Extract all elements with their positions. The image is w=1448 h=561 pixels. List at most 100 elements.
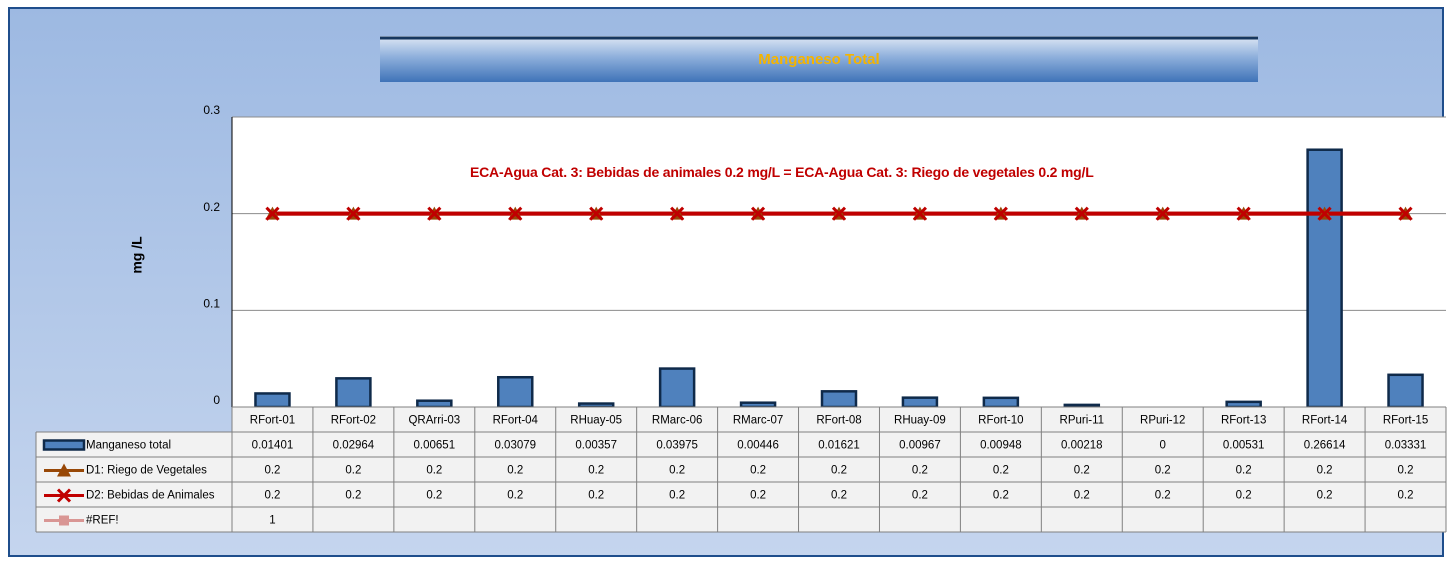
table-value: 0.00218	[1061, 440, 1103, 452]
marker	[993, 206, 1008, 221]
bar	[577, 402, 615, 407]
bar	[1063, 403, 1101, 407]
bar	[1306, 148, 1343, 407]
legend-key	[42, 439, 86, 451]
table-value: 0.2	[1155, 490, 1171, 502]
y-tick-label: 0.1	[203, 297, 220, 311]
table-value: 0.2	[831, 465, 847, 477]
bar	[982, 396, 1020, 407]
table-background	[232, 407, 1446, 432]
bar	[254, 392, 291, 407]
bar	[1387, 373, 1424, 407]
table-value: 0.03331	[1385, 440, 1427, 452]
table-value: 0.2	[264, 490, 280, 502]
x-tick-label: RMarc-06	[652, 415, 702, 427]
x-tick-label: RFort-08	[816, 415, 861, 427]
table-value: 0.2	[345, 465, 361, 477]
table-value: 0.2	[1236, 490, 1252, 502]
x-tick-label: RFort-02	[331, 415, 376, 427]
x-tick-label: RFort-01	[250, 415, 295, 427]
marker	[1155, 206, 1170, 221]
x-tick-label: RHuay-09	[894, 415, 946, 427]
bar	[739, 401, 777, 407]
table-value: 0.2	[507, 465, 523, 477]
marker	[831, 206, 847, 221]
y-tick-label: 0	[213, 393, 220, 407]
marker	[59, 515, 69, 526]
annotation: ECA-Agua Cat. 3: Bebidas de animales 0.2…	[470, 164, 1094, 180]
marker	[57, 463, 71, 477]
bar	[416, 399, 453, 407]
table-value: 0.2	[669, 490, 685, 502]
table-value: 0.00446	[737, 440, 779, 452]
marker	[589, 206, 604, 221]
table-value: 0.2	[426, 465, 442, 477]
table-value: 0.2	[750, 490, 766, 502]
table-value: 0.2	[1074, 490, 1090, 502]
table-value: 0.2	[345, 490, 361, 502]
table-value: 0.2	[1074, 465, 1090, 477]
table-value: 0.2	[426, 490, 442, 502]
table-value: 0.00531	[1223, 440, 1265, 452]
marker	[670, 206, 685, 221]
bar	[901, 396, 939, 407]
x-tick-label: RHuay-05	[570, 415, 622, 427]
marker	[508, 206, 523, 221]
table-value: 0.00967	[899, 440, 941, 452]
marker	[1236, 206, 1251, 221]
table-value: 0	[1160, 440, 1166, 452]
plot-area	[232, 117, 1446, 407]
table-value: 0.2	[264, 465, 280, 477]
bar	[658, 367, 696, 407]
table-value: 0.2	[993, 465, 1009, 477]
x-tick-label: RPuri-12	[1140, 415, 1185, 427]
table-value: 0.2	[669, 465, 685, 477]
x-tick-label: RFort-14	[1302, 415, 1348, 427]
y-tick-label: 0.3	[203, 103, 220, 117]
bar	[1225, 400, 1262, 407]
marker	[751, 206, 766, 221]
bar	[497, 375, 534, 407]
table-value: 0.2	[993, 490, 1009, 502]
bar	[820, 390, 858, 407]
table-value: 0.2	[912, 490, 928, 502]
x-tick-label: RFort-13	[1221, 415, 1266, 427]
marker	[56, 488, 72, 503]
x-tick-label: QRArri-03	[408, 415, 460, 427]
table-value: 0.2	[1317, 490, 1333, 502]
chart-title: Manganeso Total	[758, 51, 879, 68]
x-tick-label: RFort-10	[978, 415, 1023, 427]
marker	[1317, 206, 1332, 221]
marker	[427, 206, 442, 221]
table-value: 0.2	[912, 465, 928, 477]
table-value: 0.2	[588, 465, 604, 477]
y-axis-label: mg /L	[129, 236, 145, 274]
marker	[1398, 206, 1413, 221]
bar	[335, 377, 372, 407]
marker	[346, 206, 361, 221]
table-value: 0.03975	[656, 440, 698, 452]
legend-label: D2: Bebidas de Animales	[86, 490, 215, 502]
table-value: 0.00357	[575, 440, 617, 452]
table-value: 0.01401	[252, 440, 294, 452]
table-value: 0.26614	[1304, 440, 1346, 452]
table-value: 0.01621	[818, 440, 860, 452]
table-value: 0.03079	[494, 440, 536, 452]
legend-label: Manganeso total	[86, 440, 171, 452]
table-value: 0.2	[1398, 490, 1414, 502]
table-value: 0.2	[1236, 465, 1252, 477]
legend-label: D1: Riego de Vegetales	[86, 465, 207, 477]
table-value: 0.2	[507, 490, 523, 502]
table-value: 0.2	[831, 490, 847, 502]
table-value: 0.2	[1317, 465, 1333, 477]
legend-label: #REF!	[86, 515, 119, 527]
x-tick-label: RPuri-11	[1060, 415, 1105, 427]
table-value: 0.2	[588, 490, 604, 502]
table-value: 0.2	[750, 465, 766, 477]
x-tick-label: RFort-15	[1383, 415, 1428, 427]
title-box	[380, 36, 1258, 82]
x-tick-label: RMarc-07	[733, 415, 783, 427]
table-value: 1	[269, 515, 275, 527]
